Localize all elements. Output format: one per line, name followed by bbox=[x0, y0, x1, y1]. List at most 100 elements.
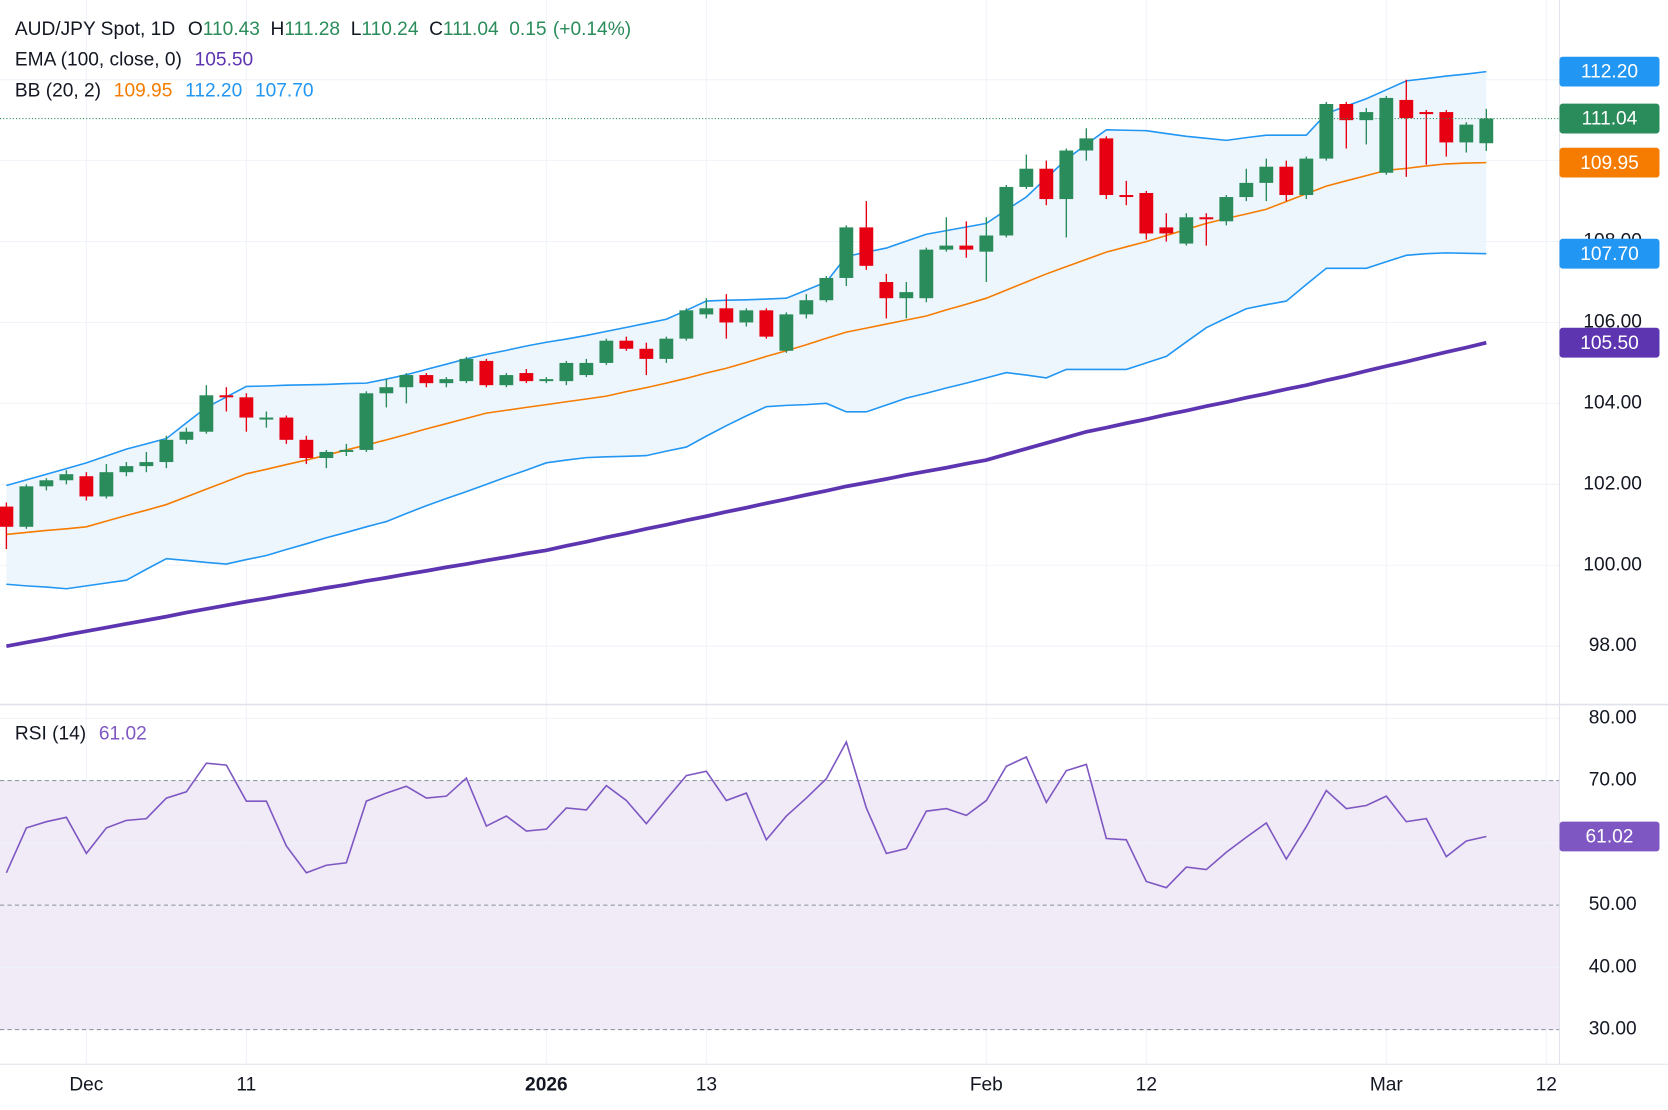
candle-body bbox=[1299, 158, 1314, 196]
bb-line bbox=[6, 161, 1487, 536]
candle-body bbox=[1179, 217, 1194, 244]
candle-body bbox=[679, 310, 694, 339]
candle-body bbox=[19, 486, 34, 527]
x-tick-label: 2026 bbox=[525, 1075, 568, 1096]
legend-text: AUD/JPY Spot, 1D bbox=[15, 19, 175, 40]
legend-text: 61.02 bbox=[99, 723, 147, 744]
candle-body bbox=[139, 462, 154, 467]
candle-body bbox=[279, 417, 294, 440]
candle-body bbox=[119, 466, 134, 473]
rsi-tick-label: 40.00 bbox=[1589, 956, 1637, 977]
rsi-tick-label: 70.00 bbox=[1589, 770, 1637, 791]
candle-body bbox=[39, 480, 54, 487]
price-badge-label: 107.70 bbox=[1580, 244, 1639, 265]
price-badge bbox=[1559, 56, 1660, 87]
legend-text: 111.28 bbox=[284, 19, 340, 40]
candle-body bbox=[459, 358, 474, 382]
candle-body bbox=[1059, 150, 1074, 200]
price-badge-label: 61.02 bbox=[1586, 827, 1634, 848]
candle-body bbox=[1439, 112, 1454, 143]
price-badge-label: 109.95 bbox=[1580, 153, 1639, 174]
candle-body bbox=[1279, 166, 1294, 196]
y-tick-label: 106.00 bbox=[1583, 312, 1642, 333]
candle-body bbox=[879, 282, 894, 299]
candle-body bbox=[599, 340, 614, 363]
price-badge bbox=[1559, 147, 1660, 178]
legend-text: 107.70 bbox=[255, 81, 314, 102]
candle-body bbox=[499, 375, 514, 386]
candle-body bbox=[1019, 168, 1034, 187]
candle-body bbox=[1319, 103, 1334, 159]
x-tick-label: Dec bbox=[69, 1075, 103, 1096]
candle-body bbox=[1079, 138, 1094, 151]
legend-text: 109.95 bbox=[114, 81, 173, 102]
legend-text: 111.04 bbox=[443, 19, 499, 40]
legend-text: 105.50 bbox=[195, 50, 254, 71]
legend-text: 110.24 bbox=[361, 19, 418, 40]
candle-body bbox=[779, 314, 794, 351]
candle-body bbox=[399, 375, 414, 388]
candle-body bbox=[79, 476, 94, 497]
candle-body bbox=[299, 439, 314, 459]
rsi-tick-label: 80.00 bbox=[1589, 707, 1637, 728]
candle-body bbox=[1339, 103, 1354, 121]
candle-body bbox=[639, 348, 654, 359]
legend-text: C bbox=[429, 19, 443, 40]
candle-body bbox=[1399, 99, 1414, 119]
candle-body bbox=[919, 249, 934, 299]
rsi-tick-label: 30.00 bbox=[1589, 1019, 1637, 1040]
candle-body bbox=[59, 474, 74, 481]
bb-line bbox=[6, 70, 1487, 487]
candle-body bbox=[319, 451, 334, 459]
candle-body bbox=[1219, 197, 1234, 222]
candle-body bbox=[519, 373, 534, 382]
legend-text: H bbox=[271, 19, 285, 40]
candle-body bbox=[1119, 195, 1134, 198]
candle-body bbox=[479, 360, 494, 386]
legend-text: 0.15 bbox=[509, 19, 546, 40]
candle-body bbox=[799, 300, 814, 315]
candle-body bbox=[859, 227, 874, 266]
candle-body bbox=[1459, 124, 1474, 143]
candle-body bbox=[899, 292, 914, 299]
candle-body bbox=[819, 277, 834, 301]
candle-body bbox=[1379, 97, 1394, 173]
y-tick-label: 100.00 bbox=[1583, 554, 1642, 575]
candle-body bbox=[939, 245, 954, 250]
price-badge bbox=[1559, 327, 1660, 358]
candle-body bbox=[839, 227, 854, 278]
candle-body bbox=[699, 308, 714, 315]
ema-line bbox=[6, 340, 1487, 649]
legend-text: O bbox=[188, 19, 203, 40]
candle-body bbox=[99, 472, 114, 497]
legend-text: EMA (100, close, 0) bbox=[15, 50, 182, 71]
x-tick-label: 12 bbox=[1136, 1075, 1157, 1096]
candle-body bbox=[1259, 166, 1274, 183]
candle-body bbox=[619, 340, 634, 349]
legend-text: L bbox=[351, 19, 362, 40]
legend-text: 112.20 bbox=[185, 81, 242, 102]
candle-body bbox=[1239, 182, 1254, 198]
legend-text: RSI (14) bbox=[15, 723, 86, 744]
candle-body bbox=[539, 379, 554, 382]
legend-text: (+0.14%) bbox=[553, 19, 631, 40]
candle-body bbox=[0, 506, 14, 527]
candle-body bbox=[219, 395, 234, 398]
candle-body bbox=[199, 395, 214, 432]
candle-body bbox=[579, 362, 594, 376]
x-tick-label: Mar bbox=[1370, 1075, 1404, 1096]
candle-body bbox=[979, 235, 994, 252]
price-badge bbox=[1559, 238, 1660, 269]
candle-body bbox=[239, 397, 254, 418]
price-badge bbox=[1559, 103, 1660, 134]
candle-body bbox=[419, 375, 434, 384]
candle-body bbox=[1099, 138, 1114, 196]
candle-body bbox=[739, 310, 754, 323]
x-tick-label: 13 bbox=[696, 1075, 717, 1096]
candle-body bbox=[179, 431, 194, 440]
rsi-line bbox=[5, 739, 1487, 889]
candle-body bbox=[1039, 168, 1054, 200]
candle-body bbox=[1359, 112, 1374, 121]
bb-line bbox=[6, 252, 1487, 590]
